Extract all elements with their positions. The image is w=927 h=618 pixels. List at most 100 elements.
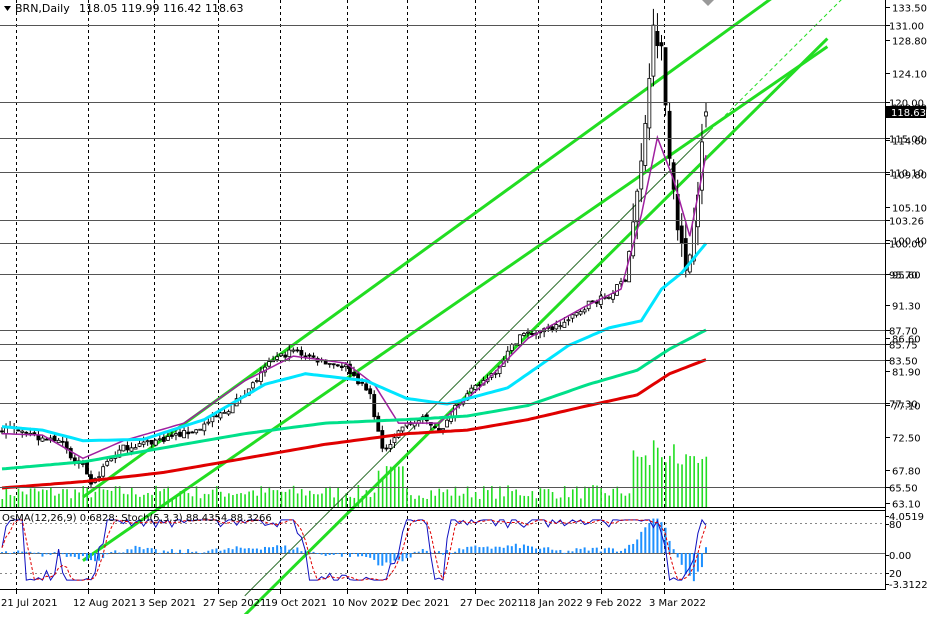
volume-bar xyxy=(284,491,287,507)
candle-body xyxy=(149,439,154,445)
osma-bar xyxy=(142,549,145,553)
osma-bar xyxy=(377,553,380,566)
osma-bar xyxy=(700,553,703,568)
volume-bar xyxy=(66,489,68,507)
osma-bar xyxy=(417,551,420,553)
osma-bar xyxy=(676,553,679,558)
osma-bar xyxy=(296,547,299,553)
osma-bar xyxy=(547,547,550,553)
osma-bar xyxy=(73,553,76,557)
volume-bar xyxy=(499,486,501,507)
volume-bar xyxy=(495,498,497,507)
candle xyxy=(174,429,178,441)
volume-bar xyxy=(478,498,481,507)
candle xyxy=(667,101,672,166)
volume-bar xyxy=(130,487,133,507)
osma-bar xyxy=(664,527,667,553)
candle-body xyxy=(186,431,191,435)
candle xyxy=(578,309,583,316)
volume-bar xyxy=(402,466,404,507)
osma-bar xyxy=(425,550,428,553)
osma-bar xyxy=(122,552,125,554)
volume-bar xyxy=(673,444,675,507)
osma-bar xyxy=(41,553,44,557)
candle-body xyxy=(526,331,530,334)
candle xyxy=(291,347,296,354)
osma-bar xyxy=(85,553,88,561)
candle-body xyxy=(327,363,332,365)
scroll-marker-icon[interactable] xyxy=(702,0,714,6)
volume-bar xyxy=(377,470,380,507)
candle-body xyxy=(388,444,393,449)
price-level-label: 77.30 xyxy=(889,400,918,411)
osma-bar xyxy=(158,552,161,554)
candle xyxy=(647,63,652,141)
volume-bar xyxy=(474,492,477,507)
volume-bar xyxy=(365,490,368,507)
osma-bar xyxy=(656,518,659,553)
osma-bar xyxy=(166,551,169,553)
candle-body xyxy=(97,476,102,479)
candle xyxy=(606,295,611,300)
candle xyxy=(522,331,526,337)
candle-body xyxy=(141,441,146,445)
candle-body xyxy=(477,384,482,387)
volume-bar xyxy=(588,486,590,507)
volume-bar xyxy=(337,487,339,507)
osma-bar xyxy=(183,553,186,554)
osma-bar xyxy=(5,551,8,553)
candle-body xyxy=(522,332,526,336)
candle-body xyxy=(307,354,312,357)
candle xyxy=(295,346,300,353)
candle-body xyxy=(85,462,89,475)
candle xyxy=(202,421,207,436)
candle xyxy=(384,444,389,452)
osma-bar xyxy=(478,547,481,553)
candle-body xyxy=(368,388,373,395)
osma-bar xyxy=(365,553,368,557)
candle-body xyxy=(331,363,336,366)
osma-bar xyxy=(106,553,109,555)
volume-bar xyxy=(90,497,93,507)
osma-bar xyxy=(94,553,97,562)
osma-bar xyxy=(130,549,133,553)
osma-bar xyxy=(211,549,214,553)
volume-bar xyxy=(531,491,534,507)
volume-bar xyxy=(466,486,469,507)
candle xyxy=(170,430,174,439)
candle xyxy=(331,363,336,369)
osma-bar xyxy=(33,552,36,554)
volume-bar xyxy=(559,497,562,507)
symbol-dropdown-icon[interactable] xyxy=(4,6,11,11)
candle xyxy=(186,426,191,439)
candle-body xyxy=(679,225,684,244)
volume-bar xyxy=(159,491,161,507)
price-axis-label: 81.90 xyxy=(892,368,921,379)
candle-body xyxy=(218,412,223,419)
osma-bar xyxy=(284,545,287,553)
candle xyxy=(558,321,563,330)
candle xyxy=(473,384,478,392)
price-level-label: 110.10 xyxy=(889,169,924,180)
osma-bar xyxy=(13,551,16,553)
candle xyxy=(44,438,49,441)
volume-bar xyxy=(357,485,360,507)
candle-body xyxy=(279,353,284,357)
volume-bar xyxy=(410,495,412,507)
candle-body xyxy=(32,432,37,435)
price-axis-label: 77.10 xyxy=(892,402,921,413)
candle-body xyxy=(647,77,652,129)
candle-body xyxy=(36,435,41,441)
candle-body xyxy=(182,430,186,439)
volume-bar xyxy=(296,493,299,507)
volume-bar xyxy=(272,490,275,507)
volume-bar xyxy=(78,492,80,507)
osma-bar xyxy=(300,551,303,553)
osma-bar xyxy=(21,551,24,553)
volume-bar xyxy=(207,494,210,507)
price-axis-label: 91.30 xyxy=(892,302,921,313)
candle xyxy=(161,433,166,444)
osma-bar xyxy=(203,552,206,554)
